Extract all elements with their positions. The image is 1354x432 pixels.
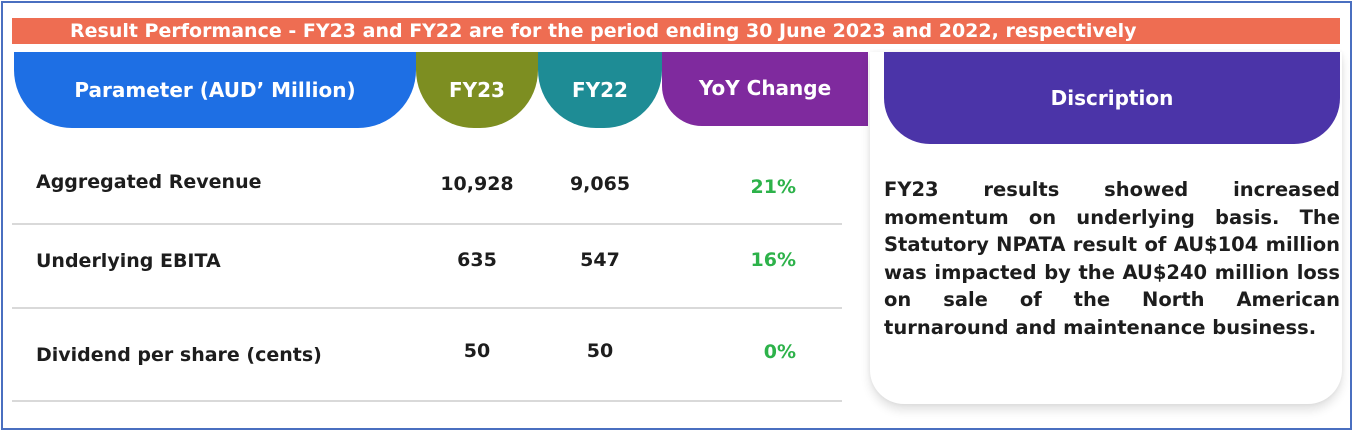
row-2-yoy: 16% — [750, 249, 796, 271]
row-1-yoy: 21% — [750, 176, 796, 198]
row-3-yoy: 0% — [763, 341, 796, 363]
row-1-parameter: Aggregated Revenue — [36, 171, 262, 193]
row-divider — [12, 223, 842, 225]
header-parameter: Parameter (AUD’ Million) — [14, 52, 416, 128]
row-3-parameter: Dividend per share (cents) — [36, 344, 322, 366]
row-1-fy23: 10,928 — [440, 173, 514, 195]
row-divider — [12, 307, 842, 309]
header-yoy-change: YoY Change — [662, 52, 868, 126]
description-text: FY23 results showed increased momentum o… — [884, 178, 1340, 339]
row-1-fy22: 9,065 — [569, 173, 631, 195]
row-2-parameter: Underlying EBITA — [36, 250, 221, 272]
row-2-fy23: 635 — [457, 249, 497, 271]
report-title: Result Performance - FY23 and FY22 are f… — [12, 18, 1340, 44]
row-2-fy22: 547 — [580, 249, 620, 271]
row-divider — [12, 400, 842, 402]
row-3-fy22: 50 — [586, 340, 614, 362]
row-3-fy23: 50 — [463, 340, 491, 362]
header-description: Discription — [884, 52, 1340, 144]
